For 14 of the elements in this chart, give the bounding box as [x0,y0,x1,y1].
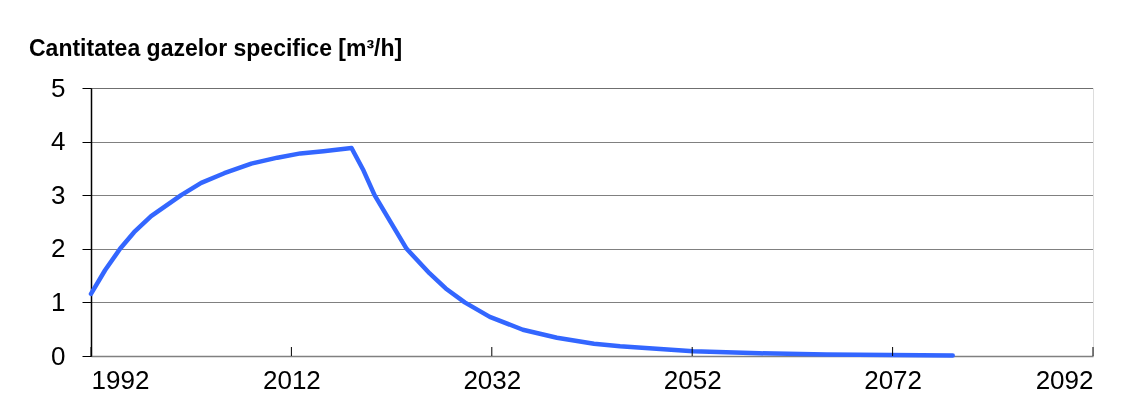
x-tick-label: 2092 [1035,364,1094,395]
chart-title: Cantitatea gazelor specifice [m³/h] [29,35,403,61]
line-series [88,145,955,358]
y-tick-label: 1 [51,286,66,317]
x-tick-label: 1992 [91,364,150,395]
x-tick-label: 2072 [864,364,923,395]
y-tick-label: 4 [51,126,66,157]
x-tick-label: 2052 [663,364,722,395]
y-tick-label: 5 [51,72,66,103]
y-tick-label: 0 [51,340,66,371]
x-tick-label: 2032 [463,364,522,395]
x-tick-label: 2012 [262,364,321,395]
y-tick-label: 3 [51,179,66,210]
y-tick-label: 2 [51,233,66,264]
